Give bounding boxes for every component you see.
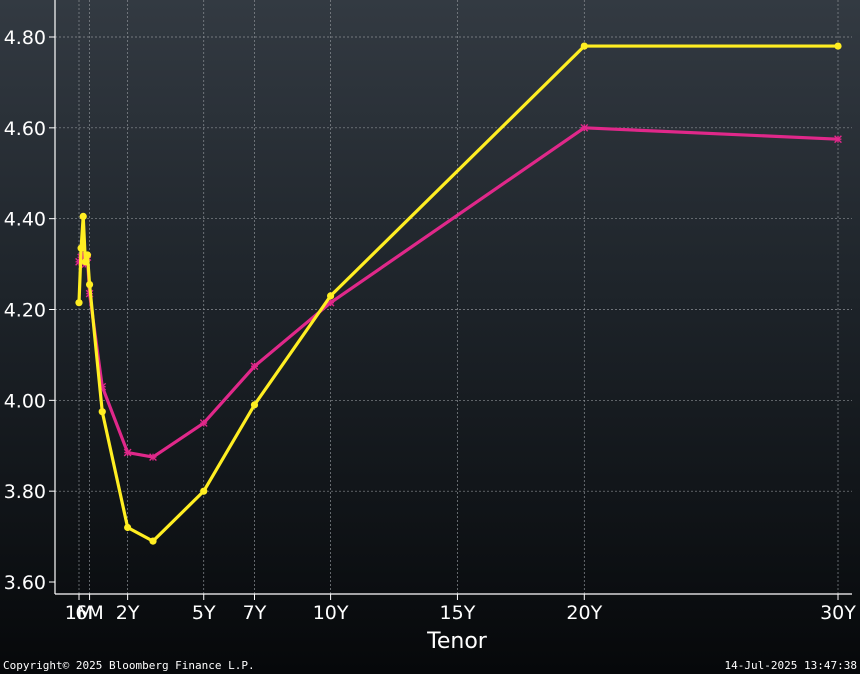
data-point [98,408,106,416]
x-tick-label: 20Y [566,602,602,624]
axes [49,0,852,600]
y-tick-label: 3.80 [4,481,46,503]
y-tick-label: 4.00 [4,390,46,412]
data-point [79,212,87,220]
data-point [326,292,335,300]
data-point [149,453,157,461]
x-tick-label: 5Y [192,602,216,624]
data-point [149,537,157,545]
x-tick-label: 7Y [243,602,267,624]
grid-lines [55,0,852,594]
data-point [124,523,132,532]
y-tick-label: 3.60 [4,572,46,594]
x-axis-title: Tenor [426,629,488,654]
x-tick-label: 10Y [313,602,349,624]
data-point [580,123,589,132]
x-tick-label: 30Y [820,602,856,624]
data-point [580,42,588,50]
data-point [834,135,842,144]
timestamp-text: 14-Jul-2025 13:47:38 [724,659,857,672]
x-tick-label: 6M [75,602,103,624]
data-point [199,419,208,427]
y-tick-label: 4.60 [4,118,46,140]
copyright-text: Copyright© 2025 Bloomberg Finance L.P. [3,659,255,672]
data-point [81,258,89,266]
data-point [77,244,85,252]
series-lines [75,42,842,545]
x-tick-label: 1M [65,602,93,624]
data-point [85,280,94,289]
data-point [123,448,132,457]
series-line [77,126,839,459]
data-point [834,42,842,50]
x-tick-label: 15Y [440,602,476,624]
data-point [83,251,92,259]
x-tick-label: 2Y [116,602,140,624]
y-tick-label: 4.20 [4,300,46,322]
series-line [77,44,838,543]
data-point [250,401,259,409]
data-point [75,299,83,307]
y-tick-label: 4.40 [4,209,46,231]
y-tick-label: 4.80 [4,27,46,49]
data-point [200,487,208,495]
data-point [250,362,259,371]
